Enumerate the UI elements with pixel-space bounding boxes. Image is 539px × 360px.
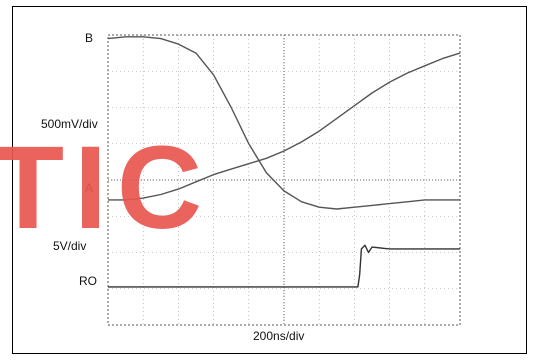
- traces: [107, 36, 461, 288]
- graticule-border: [107, 34, 461, 326]
- oscilloscope-plot: [107, 34, 461, 326]
- trace-a: [108, 52, 461, 201]
- trace-ro: [108, 244, 460, 288]
- label-ro-channel: RO: [79, 274, 97, 288]
- watermark-text: TIC: [0, 128, 210, 238]
- x-axis-label: 200ns/div: [253, 329, 305, 343]
- label-b-channel: B: [85, 31, 94, 45]
- watermark-logo: TIC: [0, 128, 210, 238]
- label-a-channel: A: [85, 181, 94, 195]
- label-bottom-scale: 5V/div: [53, 239, 87, 253]
- figure-frame: B 500mV/div A 5V/div RO 200ns/div: [12, 6, 527, 354]
- label-top-scale: 500mV/div: [41, 117, 98, 131]
- trace-b: [107, 36, 460, 210]
- grid: [107, 34, 461, 326]
